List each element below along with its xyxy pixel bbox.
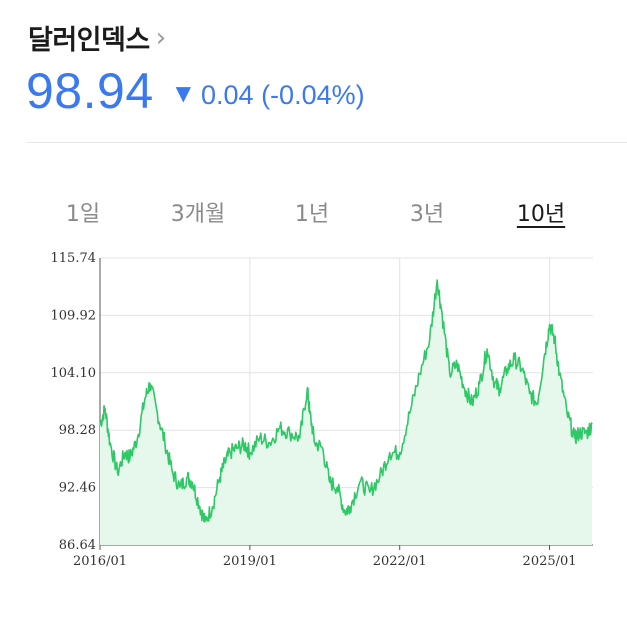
tab-3months[interactable]: 3개월 (170, 202, 226, 227)
down-arrow-icon: ▼ (175, 81, 192, 105)
y-tick-label: 92.46 (59, 481, 96, 496)
chevron-right-icon[interactable]: › (155, 22, 167, 53)
price-chart[interactable]: 115.74 109.92 104.10 98.28 92.46 86.642016/01… (0, 240, 627, 580)
x-tick-label: 2022/01 (373, 554, 427, 569)
series-line (99, 279, 593, 523)
y-tick-label: 86.64 (59, 538, 96, 553)
page-title: 달러인덱스 (28, 25, 150, 56)
x-tick-label: 2016/01 (73, 554, 127, 569)
x-tick-label: 2025/01 (523, 554, 577, 569)
tab-10years[interactable]: 10년 (516, 202, 566, 227)
y-tick-label: 109.92 (51, 308, 97, 323)
series-area (100, 280, 592, 545)
divider (26, 142, 627, 143)
tab-1day[interactable]: 1일 (65, 202, 101, 227)
period-tabs: 1일 3개월 1년 3년 10년 (0, 196, 627, 230)
title-row[interactable]: 달러인덱스 › (28, 18, 166, 57)
x-tick-label: 2019/01 (223, 554, 277, 569)
y-tick-label: 115.74 (51, 251, 97, 266)
tab-3years[interactable]: 3년 (409, 202, 445, 227)
price-change: 0.04 (-0.04%) (201, 80, 365, 110)
y-tick-label: 98.28 (59, 423, 96, 438)
current-price: 98.94 (26, 63, 154, 119)
price-row: 98.94 ▼ 0.04 (-0.04%) (26, 62, 365, 120)
y-tick-label: 104.10 (51, 366, 97, 381)
tab-1year[interactable]: 1년 (294, 202, 330, 227)
